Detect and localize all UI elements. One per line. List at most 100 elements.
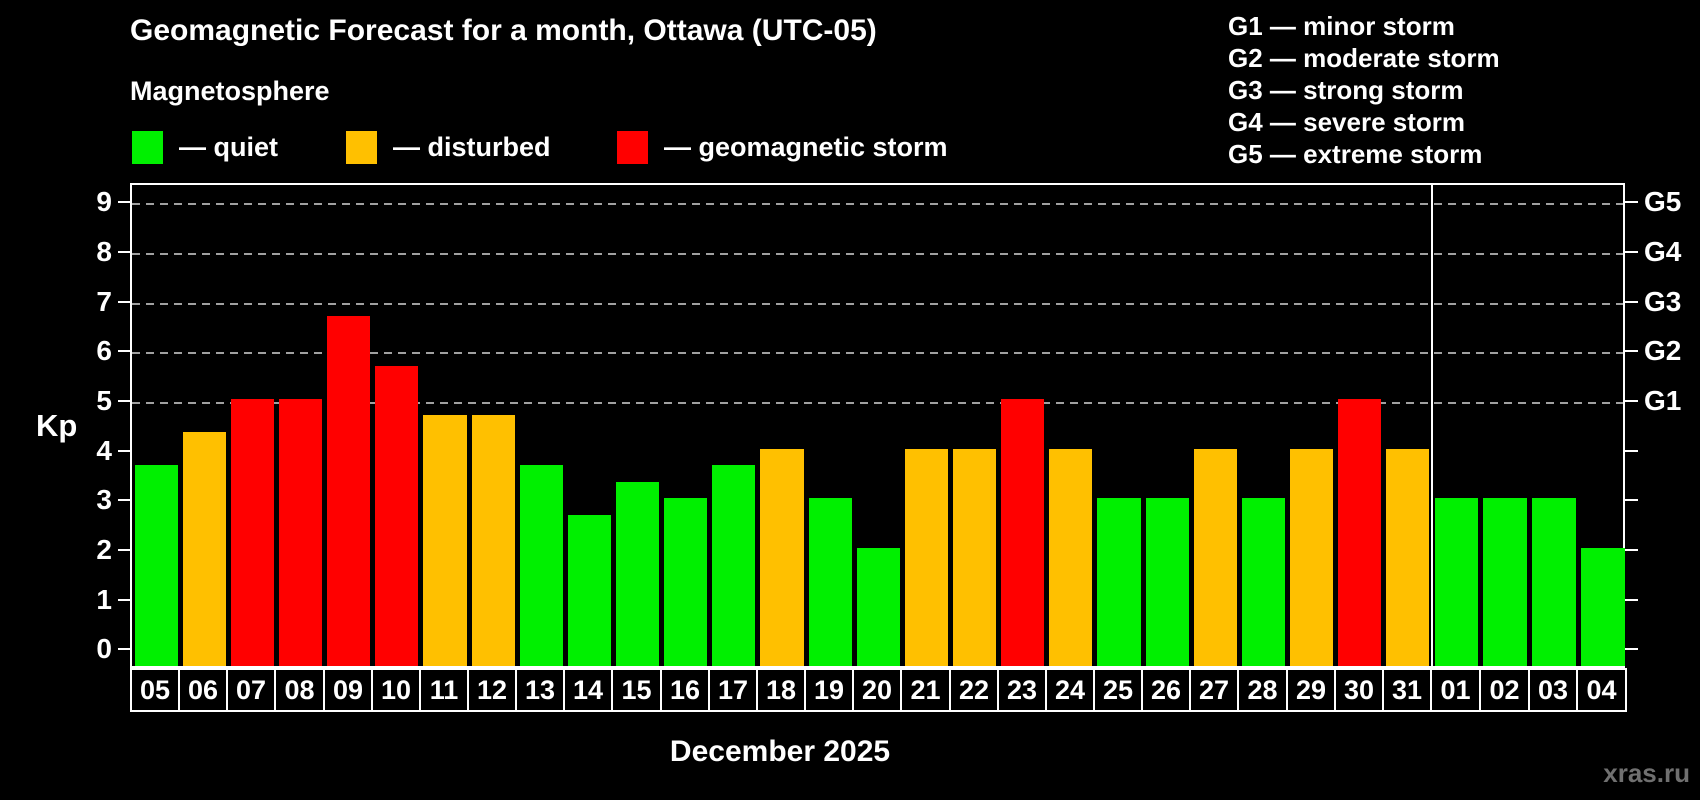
kp-bar-dec-26 (1145, 498, 1189, 666)
y-tick-left-3 (118, 499, 130, 502)
kp-bar-dec-12 (471, 415, 515, 666)
day-label-dec-28: 28 (1237, 668, 1288, 712)
legend-swatch-disturbed-icon (346, 131, 377, 164)
kp-bar-dec-06 (182, 432, 226, 666)
kp-bar-dec-17 (712, 464, 756, 666)
legend-item-disturbed: — disturbed (346, 131, 551, 164)
day-label-dec-07: 07 (226, 668, 276, 712)
y-tick-left-9 (118, 201, 130, 204)
g-axis-label-g3: G3 (1644, 285, 1682, 317)
kp-bar-dec-28 (1241, 498, 1286, 666)
g-legend-line-1: G1 — minor storm (1228, 11, 1455, 41)
y-tick-label-8: 8 (96, 235, 112, 267)
day-label-dec-13: 13 (515, 668, 565, 712)
y-tick-right-6 (1625, 350, 1638, 353)
y-tick-left-5 (118, 399, 130, 402)
kp-bar-jan-03 (1532, 498, 1576, 666)
gridline-kp6 (132, 352, 1623, 355)
day-label-dec-18: 18 (756, 668, 806, 712)
kp-bar-dec-25 (1097, 498, 1141, 666)
gridline-kp7 (132, 302, 1623, 305)
y-tick-label-3: 3 (96, 484, 112, 516)
day-label-dec-15: 15 (611, 668, 662, 712)
day-label-jan-02: 02 (1479, 668, 1530, 712)
day-label-dec-16: 16 (660, 668, 710, 712)
y-tick-left-0 (118, 648, 130, 651)
legend-label-disturbed: — disturbed (393, 132, 551, 162)
kp-bar-dec-29 (1290, 448, 1334, 666)
day-label-dec-31: 31 (1382, 668, 1432, 712)
g-axis-label-g1: G1 (1644, 384, 1682, 416)
day-label-dec-12: 12 (467, 668, 517, 712)
y-tick-right-2 (1625, 549, 1638, 552)
kp-bar-dec-05 (134, 464, 178, 666)
g-legend-line-5: G5 — extreme storm (1228, 139, 1483, 169)
day-label-dec-26: 26 (1141, 668, 1191, 712)
y-tick-right-5 (1625, 399, 1638, 402)
page-title: Geomagnetic Forecast for a month, Ottawa… (130, 14, 877, 47)
y-tick-label-0: 0 (96, 633, 112, 665)
g-legend-line-3: G3 — strong storm (1228, 75, 1464, 105)
kp-bar-dec-19 (808, 498, 852, 666)
day-label-dec-27: 27 (1189, 668, 1239, 712)
day-label-dec-06: 06 (178, 668, 228, 712)
kp-bar-dec-23 (1001, 398, 1045, 666)
y-tick-label-9: 9 (96, 186, 112, 218)
y-tick-left-2 (118, 549, 130, 552)
day-label-dec-05: 05 (130, 668, 180, 712)
g-axis-label-g4: G4 (1644, 235, 1682, 267)
day-label-dec-29: 29 (1286, 668, 1336, 712)
day-label-dec-30: 30 (1334, 668, 1384, 712)
plot-area (130, 183, 1625, 668)
legend-swatch-quiet-icon (132, 131, 163, 164)
g-legend-line-2: G2 — moderate storm (1228, 43, 1500, 73)
kp-bar-dec-07 (230, 398, 274, 666)
legend-item-storm: — geomagnetic storm (617, 131, 948, 164)
day-label-jan-03: 03 (1528, 668, 1578, 712)
y-tick-right-7 (1625, 300, 1638, 303)
y-tick-label-4: 4 (96, 434, 112, 466)
y-tick-right-9 (1625, 201, 1638, 204)
y-tick-right-4 (1625, 449, 1638, 452)
g-axis-label-g5: G5 (1644, 186, 1682, 218)
kp-bar-dec-14 (567, 514, 611, 666)
kp-bar-dec-27 (1193, 448, 1237, 666)
day-label-dec-14: 14 (563, 668, 613, 712)
kp-bar-dec-30 (1338, 398, 1382, 666)
kp-bar-dec-22 (953, 448, 997, 666)
gridline-kp5 (132, 401, 1623, 404)
legend-label-storm: — geomagnetic storm (664, 132, 948, 162)
day-label-dec-22: 22 (949, 668, 999, 712)
day-label-dec-25: 25 (1093, 668, 1143, 712)
y-tick-left-4 (118, 449, 130, 452)
kp-bar-jan-01 (1434, 498, 1479, 666)
gridline-kp8 (132, 252, 1623, 255)
month-separator (1431, 185, 1433, 666)
y-tick-right-3 (1625, 499, 1638, 502)
day-label-dec-19: 19 (804, 668, 854, 712)
day-label-jan-01: 01 (1430, 668, 1481, 712)
legend-swatch-storm-icon (617, 131, 648, 164)
y-tick-right-1 (1625, 598, 1638, 601)
kp-bar-dec-24 (1049, 448, 1093, 666)
legend-item-quiet: — quiet (132, 131, 278, 164)
y-tick-left-8 (118, 250, 130, 253)
legend-label-quiet: — quiet (179, 132, 278, 162)
y-tick-label-1: 1 (96, 583, 112, 615)
y-tick-label-5: 5 (96, 384, 112, 416)
y-tick-label-2: 2 (96, 534, 112, 566)
day-label-dec-11: 11 (419, 668, 469, 712)
y-tick-right-0 (1625, 648, 1638, 651)
day-label-dec-20: 20 (852, 668, 902, 712)
day-label-dec-09: 09 (323, 668, 373, 712)
activity-legend: — quiet — disturbed — geomagnetic storm (0, 131, 1120, 169)
kp-bar-dec-13 (519, 464, 563, 666)
g-axis-label-g2: G2 (1644, 335, 1682, 367)
day-label-dec-23: 23 (997, 668, 1047, 712)
watermark: xras.ru (1603, 758, 1690, 788)
day-label-dec-21: 21 (900, 668, 951, 712)
day-label-dec-24: 24 (1045, 668, 1095, 712)
kp-bar-jan-04 (1580, 547, 1625, 666)
kp-bar-dec-21 (904, 448, 948, 666)
